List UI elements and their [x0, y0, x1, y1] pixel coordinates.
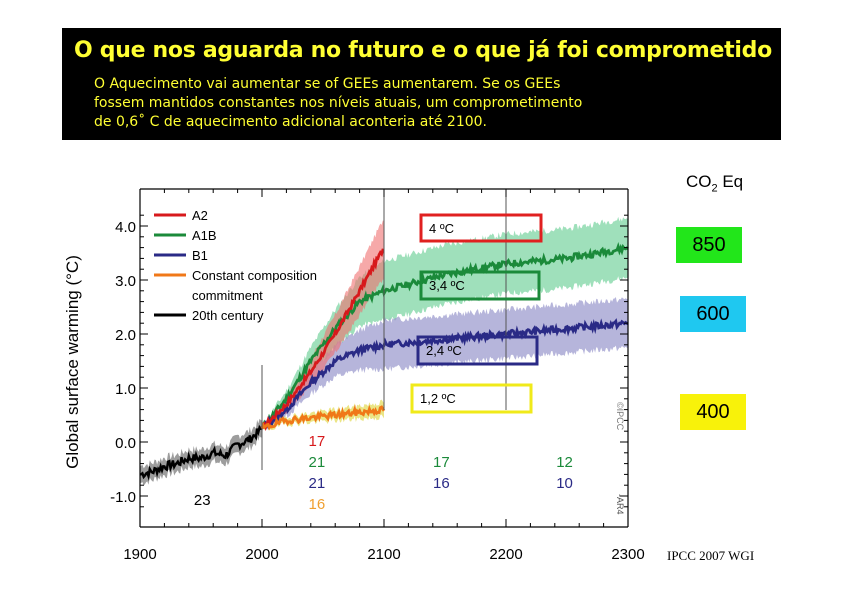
ytick-label: 1.0 — [115, 381, 136, 398]
co2-box-850: 850 — [676, 227, 742, 263]
co2-subscript: 2 — [711, 182, 718, 195]
slide-title: O que nos aguarda no futuro e o que já f… — [74, 38, 772, 63]
xtick-label: 2100 — [367, 546, 400, 563]
legend-label-1: A1B — [192, 228, 217, 243]
xtick-label: 2300 — [611, 546, 644, 563]
co2-eq-label: CO2 Eq — [686, 172, 743, 194]
co2-text: CO — [686, 172, 712, 191]
co2-box-400: 400 — [680, 394, 746, 430]
subtitle-line-2: fossem mantidos constantes nos níveis at… — [94, 95, 583, 111]
temp-box-1 — [419, 270, 541, 301]
ytick-label: 3.0 — [115, 273, 136, 290]
ytick-label: 2.0 — [115, 327, 136, 344]
co2-box-600: 600 — [680, 296, 746, 332]
band-a1b — [262, 216, 628, 432]
model-count-3: 16 — [309, 496, 326, 513]
co2-value-850: 850 — [692, 233, 726, 256]
legend-label-4: commitment — [192, 288, 263, 303]
legend-label-2: B1 — [192, 248, 208, 263]
title-banner: O que nos aguarda no futuro e o que já f… — [62, 28, 781, 140]
model-count-8: 23 — [194, 492, 211, 509]
temp-box-3 — [410, 383, 533, 414]
ytick-label: 0.0 — [115, 435, 136, 452]
line-b1 — [260, 318, 629, 430]
ytick-label: -1.0 — [110, 489, 136, 506]
line-a2 — [260, 248, 385, 432]
temp-box-0 — [419, 213, 543, 243]
xtick-label: 2000 — [245, 546, 278, 563]
temp-box-label-3: 1,2 ºC — [420, 391, 456, 406]
subtitle-line-1: O Aquecimento vai aumentar se of GEEs au… — [94, 76, 561, 92]
ar4-side-mark: -AR4 — [615, 494, 625, 515]
xtick-label: 1900 — [123, 546, 156, 563]
ipcc-side-mark: ©IPCC — [615, 402, 625, 431]
legend-label-3: Constant composition — [192, 268, 317, 283]
model-count-2: 21 — [309, 475, 326, 492]
model-count-1: 21 — [309, 454, 326, 471]
y-axis-label: Global surface warming (°C) — [63, 255, 82, 469]
temp-box-label-0: 4 ºC — [429, 221, 454, 236]
model-count-7: 10 — [556, 475, 573, 492]
xtick-label: 2200 — [489, 546, 522, 563]
temp-box-label-1: 3,4 ºC — [429, 278, 465, 293]
temp-box-2 — [416, 335, 539, 366]
line-20th-century — [139, 424, 262, 481]
band-a2 — [262, 220, 384, 432]
co2-value-600: 600 — [696, 302, 730, 325]
line-commitment — [260, 404, 386, 431]
legend-label-5: 20th century — [192, 308, 264, 323]
model-count-0: 17 — [309, 433, 326, 450]
temp-box-label-2: 2,4 ºC — [426, 343, 462, 358]
model-count-4: 17 — [433, 454, 450, 471]
band-20th-century — [140, 418, 262, 486]
ytick-label: 4.0 — [115, 219, 136, 236]
subtitle-line-3: de 0,6˚ C de aquecimento adicional acont… — [94, 114, 488, 130]
co2-value-400: 400 — [696, 400, 730, 423]
co2-suffix: Eq — [717, 172, 744, 191]
legend-label-0: A2 — [192, 208, 208, 223]
model-count-6: 12 — [556, 454, 573, 471]
source-citation: IPCC 2007 WGI — [667, 548, 755, 563]
model-count-5: 16 — [433, 475, 450, 492]
